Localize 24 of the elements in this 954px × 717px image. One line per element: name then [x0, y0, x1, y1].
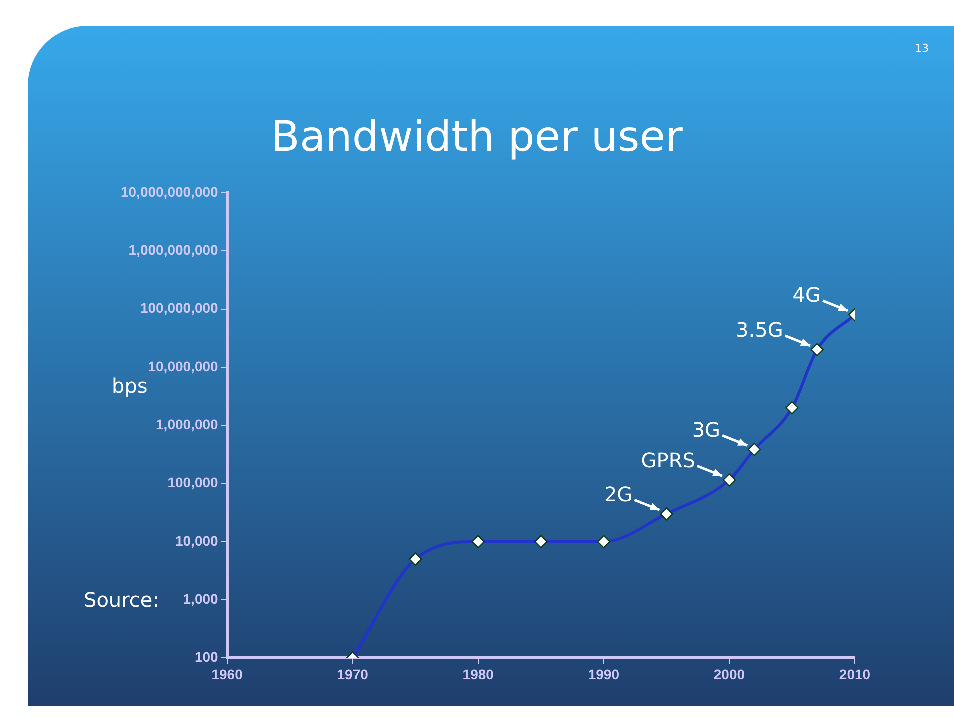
x-tick-label: 2010: [839, 666, 871, 682]
text: 13: [915, 42, 929, 55]
x-tick-label: 2000: [714, 666, 746, 682]
x-tick-label: 1960: [212, 666, 244, 682]
annotation: 3G: [692, 418, 721, 442]
x-tick-label: 1970: [337, 666, 369, 682]
annotation: 4G: [792, 283, 821, 308]
annotation: 2G: [604, 482, 633, 506]
annotation: GPRS: [641, 448, 696, 472]
y-tick-label: 1,000,000: [156, 416, 219, 432]
annotation: 3.5G: [736, 318, 784, 342]
y-tick-label: 1,000,000,000: [128, 242, 219, 258]
chart-title: Bandwidth per user: [270, 112, 684, 161]
y-axis-title: bps: [112, 374, 148, 398]
y-tick-label: 10,000: [175, 532, 219, 549]
x-tick-label: 1990: [588, 666, 620, 682]
y-tick-label: 100: [194, 649, 219, 666]
x-tick-label: 1980: [462, 666, 494, 682]
y-tick-label: 10,000,000: [148, 358, 219, 374]
y-tick-label: 10,000,000,000: [120, 184, 219, 200]
y-tick-label: 100,000,000: [140, 300, 219, 316]
y-tick-label: 100,000: [168, 474, 219, 491]
y-tick-label: 1,000: [183, 590, 219, 607]
source-note: Source:: [84, 588, 160, 612]
